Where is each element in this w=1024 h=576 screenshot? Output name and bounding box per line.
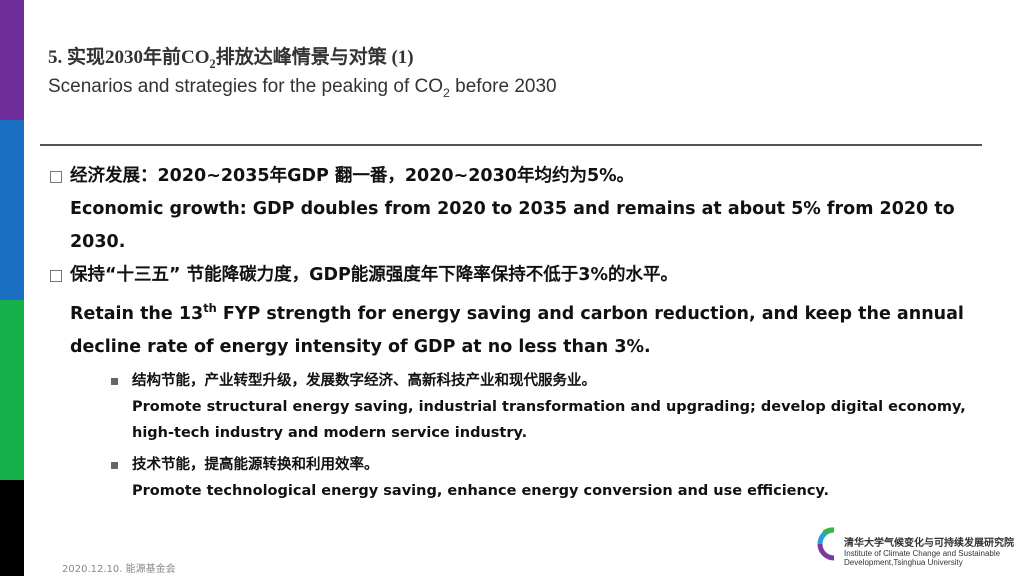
bullet-cn: 经济发展：2020~2035年GDP 翻一番，2020~2030年均约为5%。 xyxy=(70,166,635,186)
sub-bullet-en: Promote structural energy saving, indust… xyxy=(132,399,966,441)
bullet-cn: 保持“十三五” 节能降碳力度，GDP能源强度年下降率保持不低于3%的水平。 xyxy=(70,265,679,285)
footer-date: 2020.12.10. 能源基金会 xyxy=(62,564,176,575)
institute-logo: 清华大学气候变化与可持续发展研究院 Institute of Climate C… xyxy=(812,524,1022,576)
accent-bar-green xyxy=(0,300,24,480)
accent-bar-blue xyxy=(0,120,24,300)
bullet-en: Economic growth: GDP doubles from 2020 t… xyxy=(70,199,955,252)
sub-bullet-cn: 结构节能，产业转型升级，发展数字经济、高新科技产业和现代服务业。 xyxy=(132,373,596,389)
bullet-box-icon xyxy=(50,270,62,282)
page-title-cn: 5. 实现2030年前CO2排放达峰情景与对策 (1) xyxy=(48,47,414,71)
bullet-en: Retain the 13th FYP strength for energy … xyxy=(70,301,964,357)
logo-text-cn: 清华大学气候变化与可持续发展研究院 xyxy=(844,538,1014,549)
sub-bullet-square-icon xyxy=(111,378,118,385)
title-divider xyxy=(40,144,982,146)
page-title-en: Scenarios and strategies for the peaking… xyxy=(48,76,557,100)
sub-bullet-structural: 结构节能，产业转型升级，发展数字经济、高新科技产业和现代服务业。 Promote… xyxy=(132,368,982,446)
bullet-box-icon xyxy=(50,171,62,183)
bullet-economic-growth: 经济发展：2020~2035年GDP 翻一番，2020~2030年均约为5%。 … xyxy=(70,160,990,259)
accent-bar-black xyxy=(0,480,24,576)
logo-text-en: Institute of Climate Change and Sustaina… xyxy=(844,549,1001,567)
accent-bar-purple xyxy=(0,0,24,120)
bullet-energy-intensity: 保持“十三五” 节能降碳力度，GDP能源强度年下降率保持不低于3%的水平。 Re… xyxy=(70,259,990,364)
sub-bullet-technological: 技术节能，提高能源转换和利用效率。 Promote technological … xyxy=(132,452,982,504)
logo-c-icon xyxy=(817,527,835,561)
sub-bullet-en: Promote technological energy saving, enh… xyxy=(132,483,830,499)
sub-bullet-square-icon xyxy=(111,462,118,469)
sub-bullet-cn: 技术节能，提高能源转换和利用效率。 xyxy=(132,457,379,473)
